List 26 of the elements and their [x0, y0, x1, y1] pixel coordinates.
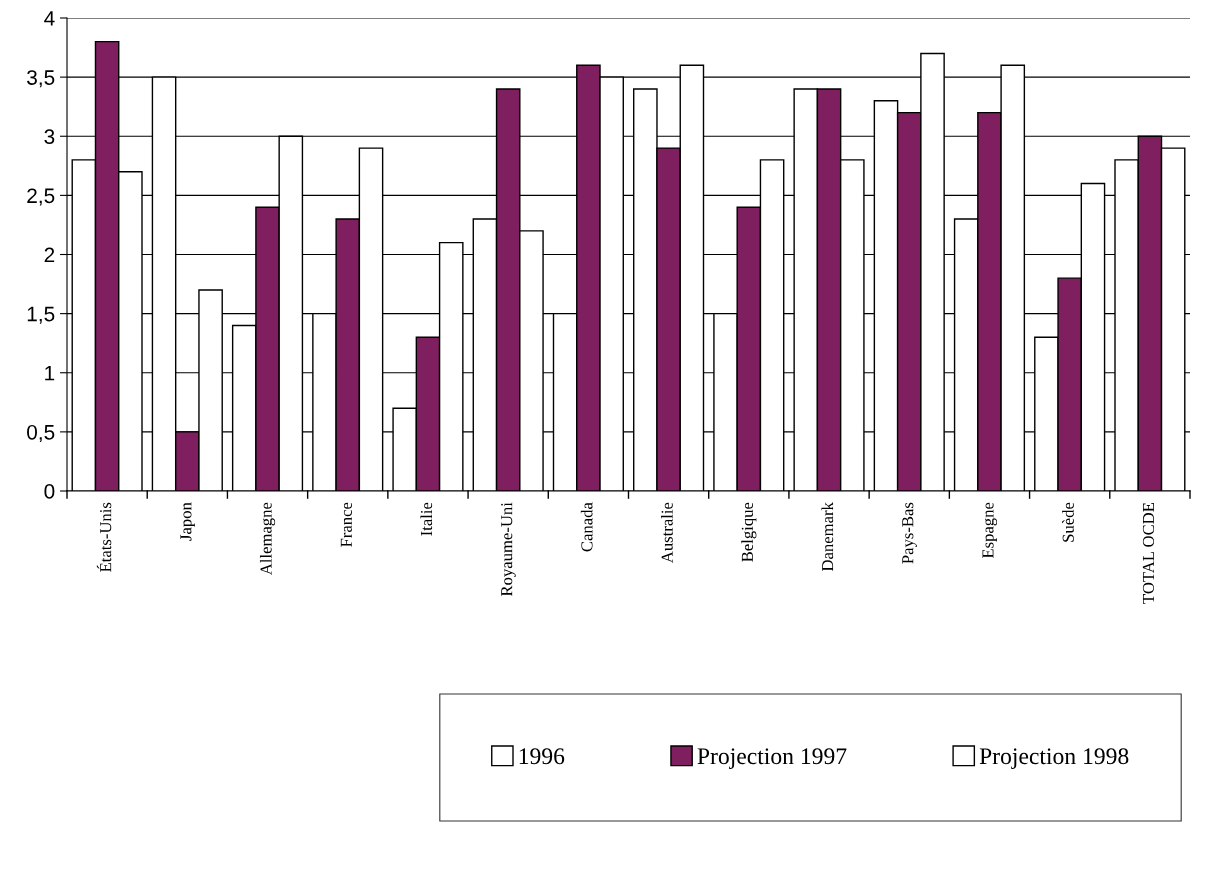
- y-tick-label: 3,5: [27, 70, 55, 88]
- y-tick-label: 3: [44, 129, 55, 144]
- legend-label: Projection 1997: [697, 748, 847, 769]
- y-tick-label: 0,5: [27, 424, 55, 443]
- y-tick-label: 4: [44, 11, 55, 26]
- x-tick-label: Pays-Bas: [902, 502, 917, 564]
- x-tick-label: Espagne: [982, 502, 998, 559]
- y-tick-label: 0: [44, 484, 55, 499]
- x-tick-label: Royaume-Uni: [501, 502, 516, 597]
- x-tick-label: Canada: [580, 502, 593, 552]
- x-tick-label: Allemagne: [259, 502, 276, 576]
- x-tick-label: États-Unis: [96, 502, 112, 572]
- x-tick-label: France: [340, 502, 352, 547]
- x-tick-label: Belgique: [741, 502, 757, 562]
- legend-label: 1996: [519, 748, 565, 765]
- x-tick-label: Australie: [661, 502, 673, 564]
- y-tick-label: 1,5: [27, 306, 55, 324]
- y-tick-label: 2,5: [27, 188, 55, 206]
- x-tick-label: Suède: [1062, 502, 1074, 542]
- y-tick-label: 2: [44, 247, 55, 263]
- x-tick-label: Danemark: [821, 502, 834, 572]
- legend-label: Projection 1998: [979, 748, 1129, 769]
- y-tick-label: 1: [45, 365, 55, 381]
- x-tick-label: TOTAL OCDE: [1142, 502, 1155, 604]
- x-tick-label: Italie: [420, 502, 433, 536]
- x-tick-label: Japon: [180, 502, 195, 541]
